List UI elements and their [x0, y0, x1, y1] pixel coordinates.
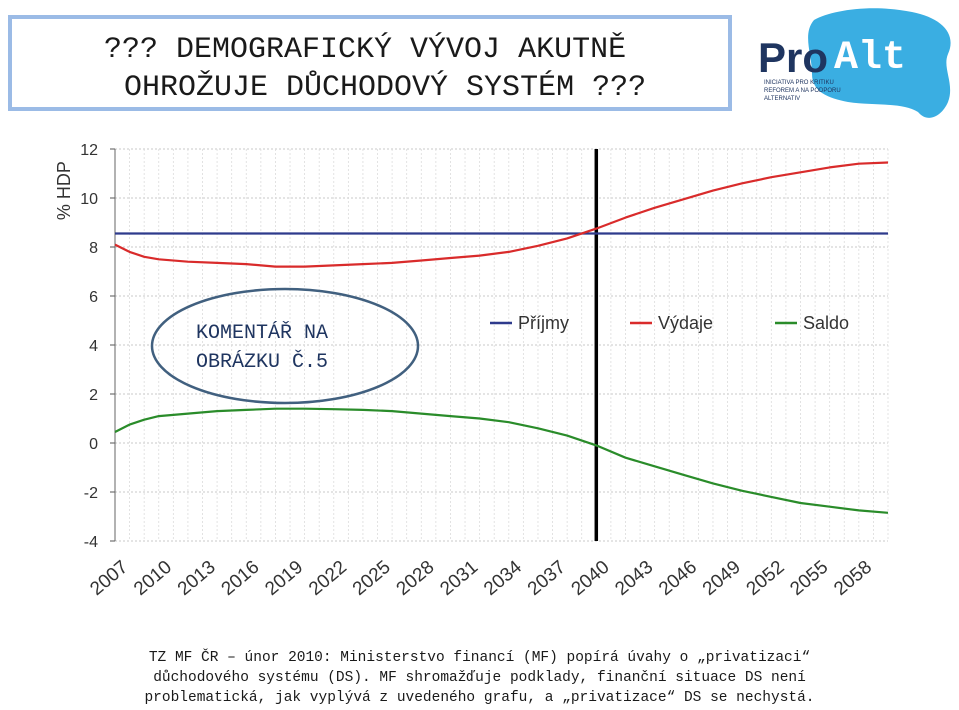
x-tick-label: 2019	[261, 557, 307, 600]
y-axis-label: % HDP	[54, 161, 74, 220]
y-tick-label: -4	[84, 534, 98, 551]
logo-blob	[808, 8, 951, 118]
x-tick-label: 2025	[349, 557, 395, 600]
series-line-saldo	[114, 407, 889, 514]
footer-line-3: problematická, jak vyplývá z uvedeného g…	[144, 690, 815, 706]
x-tick-label: 2055	[786, 557, 832, 600]
logo-tagline-1: INICIATIVA PRO KRITIKU	[764, 80, 834, 86]
y-tick-label: 0	[89, 436, 98, 453]
legend-label: Příjmy	[518, 313, 569, 333]
x-tick-label: 2034	[480, 556, 526, 600]
annotation-line-2: OBRÁZKU Č.5	[196, 350, 328, 374]
y-tick-label: -2	[84, 485, 98, 502]
x-tick-label: 2040	[568, 557, 614, 600]
x-tick-label: 2028	[393, 557, 439, 600]
x-tick-label: 2013	[174, 557, 220, 600]
x-tick-label: 2007	[86, 557, 132, 600]
x-tick-label: 2010	[130, 557, 176, 600]
x-tick-label: 2043	[611, 557, 657, 600]
logo-text-pro: Pro	[758, 34, 828, 81]
grid	[114, 148, 889, 542]
title-box: ??? DEMOGRAFICKÝ VÝVOJ AKUTNĚ OHROŽUJE D…	[8, 15, 732, 111]
x-tick-label: 2037	[524, 557, 570, 600]
pension-chart: 121086420-2-4200720102013201620192022202…	[54, 142, 889, 600]
annotation-line-1: KOMENTÁŘ NA	[196, 321, 328, 345]
x-tick-label: 2046	[655, 557, 701, 600]
series-line-výdaje	[114, 161, 889, 268]
y-tick-label: 4	[89, 338, 98, 355]
footer-line-2: důchodového systému (DS). MF shromažďuje…	[153, 670, 806, 686]
legend: Příjmy Výdaje Saldo	[490, 313, 849, 333]
x-tick-label: 2052	[743, 557, 789, 600]
title-line-1: ??? DEMOGRAFICKÝ VÝVOJ AKUTNĚ	[104, 33, 627, 67]
y-tick-label: 6	[89, 289, 98, 306]
y-tick-label: 2	[89, 387, 98, 404]
title-line-2: OHROŽUJE DŮCHODOVÝ SYSTÉM ???	[124, 71, 647, 105]
x-tick-label: 2031	[436, 557, 482, 600]
x-tick-label: 2058	[830, 557, 876, 600]
logo-tagline-3: ALTERNATIV	[764, 96, 800, 102]
x-tick-label: 2049	[699, 557, 745, 600]
y-tick-label: 10	[80, 191, 98, 208]
footer-line-1: TZ MF ČR – únor 2010: Ministerstvo finan…	[148, 650, 811, 666]
series	[114, 149, 889, 541]
proalt-logo: Pro Alt INICIATIVA PRO KRITIKU REFOREM A…	[758, 8, 951, 118]
x-tick-label: 2016	[218, 557, 264, 600]
y-tick-label: 8	[89, 240, 98, 257]
logo-text-alt: Alt	[834, 36, 906, 81]
annotation: KOMENTÁŘ NA OBRÁZKU Č.5	[150, 287, 420, 405]
legend-label: Výdaje	[658, 313, 713, 333]
annotation-ellipse	[150, 287, 420, 405]
x-tick-label: 2022	[305, 557, 351, 600]
logo-tagline-2: REFOREM A NA PODPORU	[764, 88, 841, 94]
y-tick-label: 12	[80, 142, 98, 159]
legend-label: Saldo	[803, 313, 849, 333]
